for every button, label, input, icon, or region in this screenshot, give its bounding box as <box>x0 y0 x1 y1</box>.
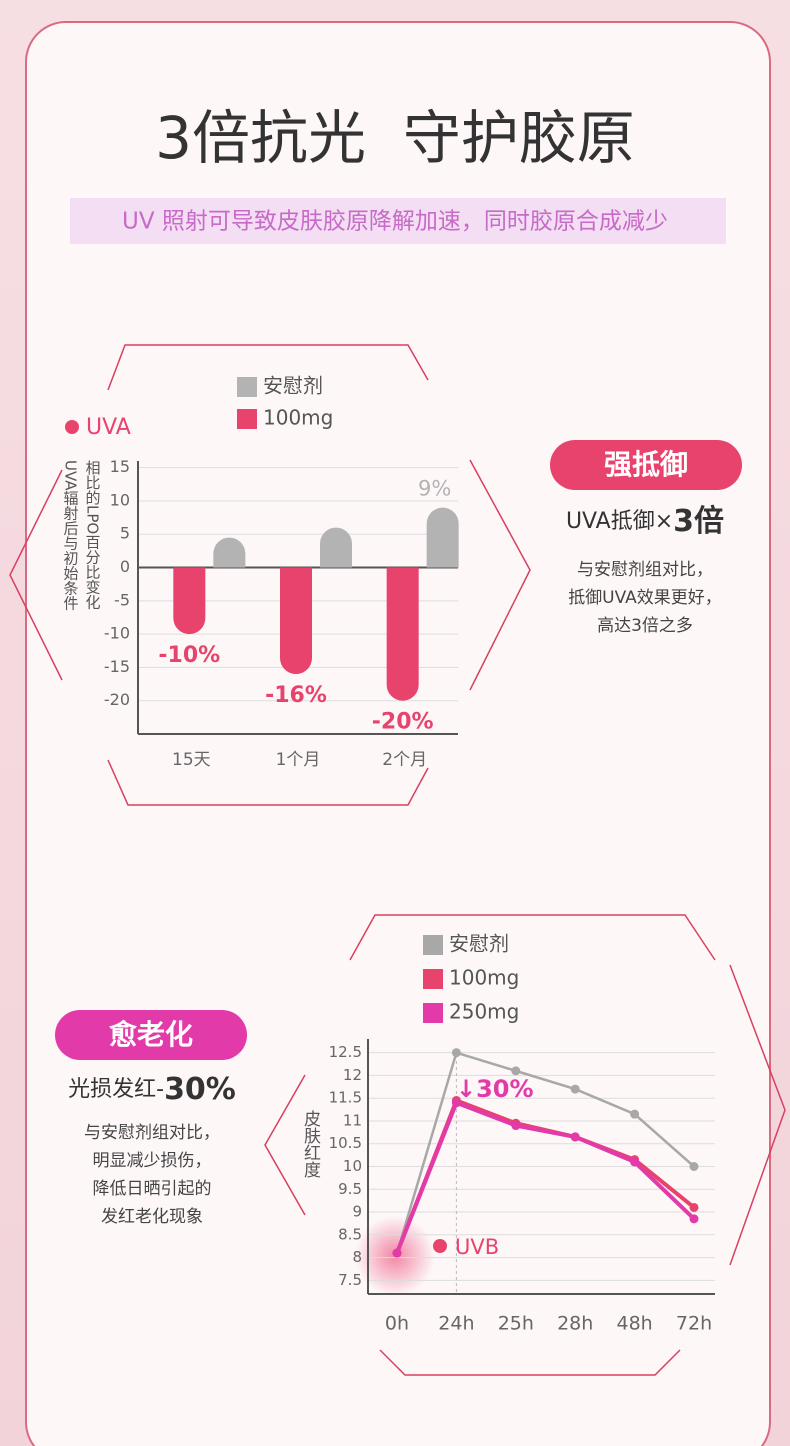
callout-line: 与安慰剂组对比， <box>84 1123 220 1143</box>
x-tick-label: 72h <box>676 1313 712 1335</box>
strength-number: 3倍 <box>673 504 724 539</box>
bar <box>173 567 206 635</box>
y-tick-label: 9.5 <box>338 1180 362 1198</box>
y-tick-label: 11 <box>343 1111 362 1129</box>
bar <box>213 537 246 568</box>
point <box>689 1214 699 1224</box>
y-tick-label: 8.5 <box>338 1225 362 1243</box>
y-tick-label: 15 <box>110 457 130 476</box>
strength-number: 30% <box>164 1072 236 1107</box>
annotation: ↓30% <box>456 1075 534 1103</box>
y-tick-label: 10 <box>110 490 130 509</box>
legend-swatch <box>423 935 443 955</box>
strength-text: UVA抵御× <box>566 509 673 534</box>
y-tick-label: 8 <box>352 1248 362 1266</box>
y-tick-label: 7.5 <box>338 1271 362 1289</box>
annotation-dot <box>65 420 79 434</box>
x-tick-label: 2个月 <box>382 750 427 770</box>
point <box>570 1084 580 1094</box>
callout-line: 明显减少损伤， <box>93 1151 212 1171</box>
point <box>392 1248 402 1258</box>
x-tick-label: 0h <box>385 1313 409 1335</box>
bar <box>386 567 419 701</box>
line <box>395 1100 696 1254</box>
point <box>630 1157 640 1167</box>
value-label: -20% <box>372 710 434 735</box>
legend-label: 250mg <box>449 1000 519 1024</box>
y-tick-label: -5 <box>114 590 130 609</box>
y-tick-label: -20 <box>104 690 130 709</box>
callout-line: 抵御UVA效果更好， <box>568 588 722 608</box>
y-tick-label: 5 <box>120 524 130 543</box>
legend-swatch <box>423 969 443 989</box>
y-tick-label: 12 <box>343 1066 362 1084</box>
y-axis-label: UVA辐射后与初始条件 <box>62 460 80 611</box>
strength-text: 光损发红- <box>68 1077 164 1102</box>
annotation-dot <box>433 1239 447 1253</box>
x-tick-label: 15天 <box>172 750 211 770</box>
point <box>689 1202 699 1212</box>
badge-text: 强抵御 <box>604 448 688 481</box>
point <box>451 1048 461 1058</box>
legend-swatch <box>237 409 257 429</box>
point <box>511 1121 521 1131</box>
point <box>630 1109 640 1119</box>
x-tick-label: 25h <box>498 1313 534 1335</box>
frame-lines <box>9 344 786 1376</box>
y-axis-label: 皮肤红度 <box>300 1110 321 1178</box>
y-tick-label: 11.5 <box>329 1089 362 1107</box>
y-tick-label: 10 <box>343 1157 362 1175</box>
legend-swatch <box>423 1003 443 1023</box>
y-tick-label: -15 <box>104 657 130 676</box>
point <box>451 1098 461 1108</box>
y-tick-label: -10 <box>104 624 130 643</box>
legend-swatch <box>237 377 257 397</box>
subtitle: UV 照射可导致皮肤胶原降解加速，同时胶原合成减少 <box>122 209 668 235</box>
x-tick-label: 28h <box>557 1313 593 1335</box>
x-tick-label: 1个月 <box>276 750 321 770</box>
annotation: UVA <box>86 415 131 440</box>
point <box>689 1162 699 1171</box>
y-tick-label: 0 <box>120 557 130 576</box>
y-tick-label: 10.5 <box>329 1134 362 1152</box>
value-label: -16% <box>265 683 327 708</box>
subtitle-band <box>70 198 726 244</box>
strength: 光损发红-30% <box>68 1072 236 1107</box>
legend-label: 安慰剂 <box>263 374 323 398</box>
x-tick-label: 24h <box>438 1313 474 1335</box>
strength: UVA抵御×3倍 <box>566 504 724 539</box>
line <box>395 1051 695 1254</box>
badge <box>55 1010 247 1060</box>
annotation: UVB <box>455 1235 499 1259</box>
callout-line: 高达3倍之多 <box>597 616 693 636</box>
point <box>511 1066 521 1076</box>
callout-line: 降低日晒引起的 <box>93 1179 212 1199</box>
bar <box>426 507 459 568</box>
badge <box>550 440 742 490</box>
bar <box>320 527 352 568</box>
value-label: -10% <box>158 643 220 668</box>
callout-line: 发红老化现象 <box>101 1207 203 1227</box>
legend-label: 安慰剂 <box>449 932 509 956</box>
value-label: 9% <box>418 477 451 501</box>
point <box>570 1132 580 1142</box>
legend-label: 100mg <box>449 966 519 990</box>
callout-line: 与安慰剂组对比， <box>577 560 713 580</box>
legend-label: 100mg <box>263 406 333 430</box>
y-axis-label: 相比的LPO百分比变化 <box>84 460 102 609</box>
y-tick-label: 9 <box>352 1203 362 1221</box>
title: 3倍抗光 守护胶原 <box>155 104 635 172</box>
y-tick-label: 12.5 <box>329 1043 362 1061</box>
badge-text: 愈老化 <box>109 1018 193 1051</box>
bar <box>280 567 312 675</box>
x-tick-label: 48h <box>616 1313 652 1335</box>
